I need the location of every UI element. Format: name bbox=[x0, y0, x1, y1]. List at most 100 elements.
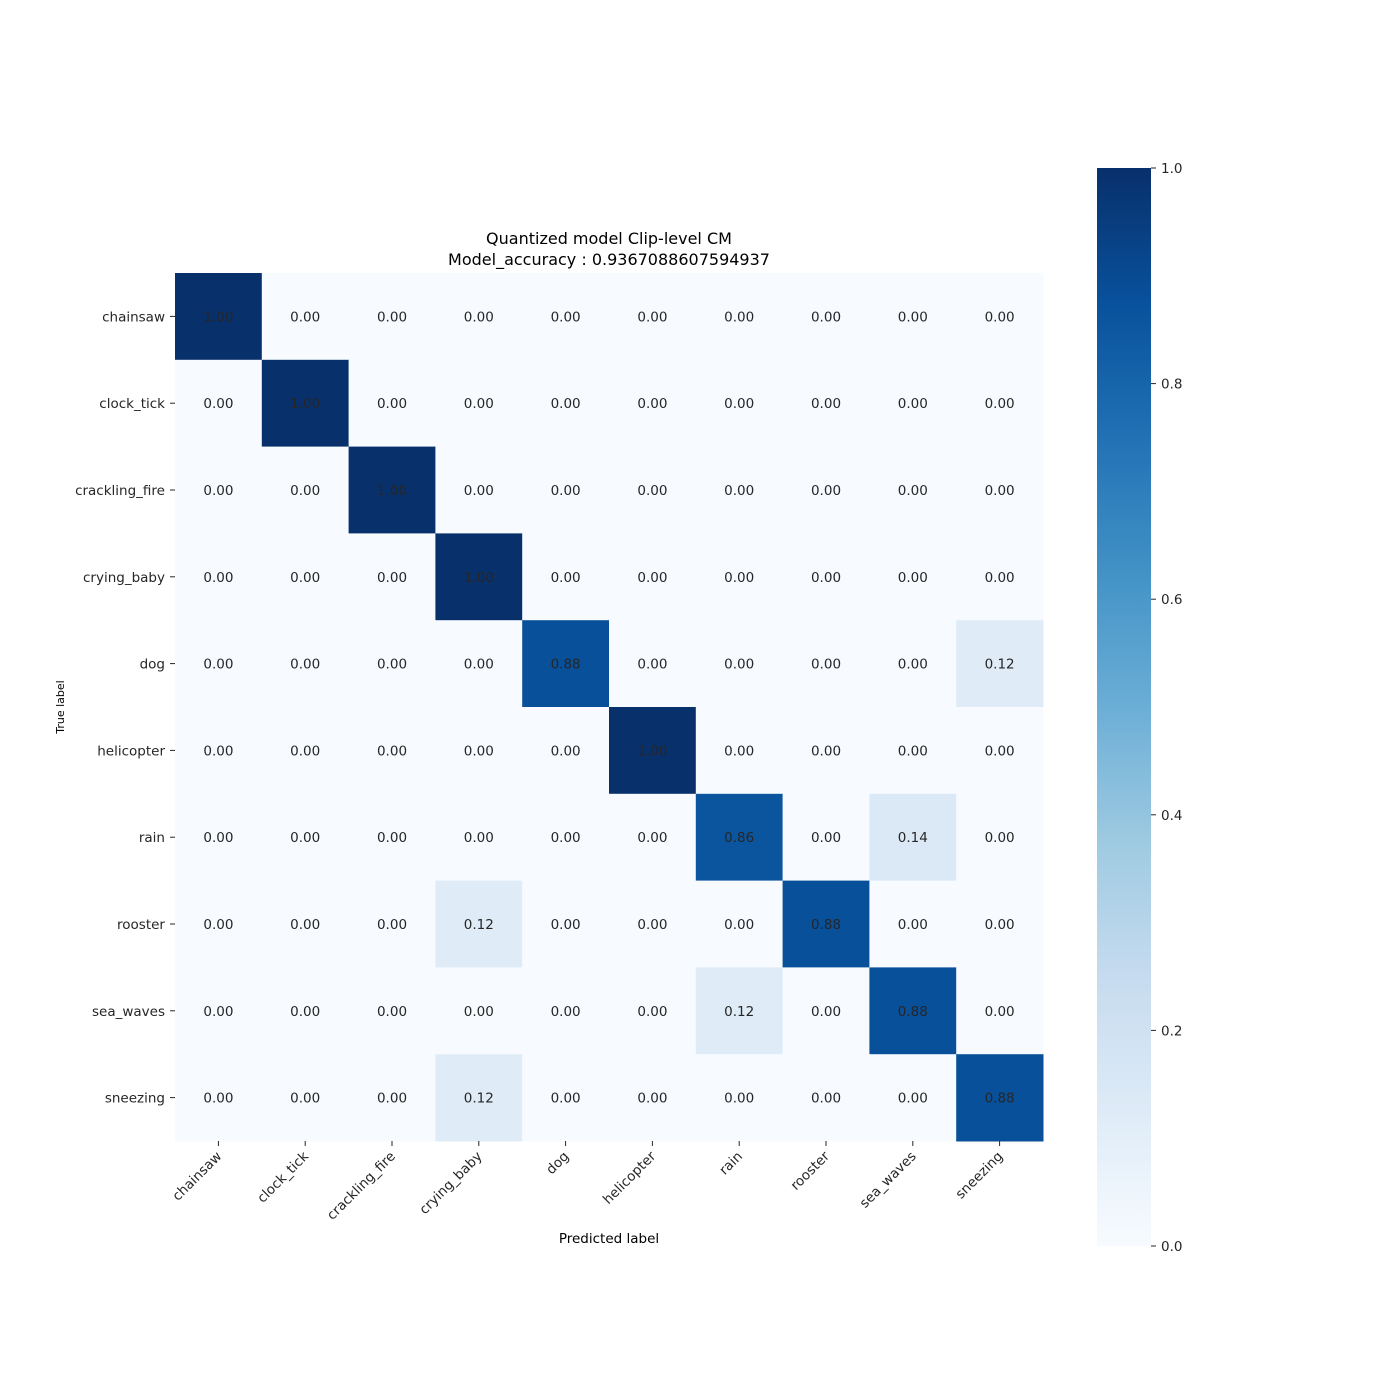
heatmap-cell bbox=[869, 446, 957, 534]
x-tick-label: clock_tick bbox=[254, 1148, 312, 1206]
heatmap-cell-value: 0.00 bbox=[637, 483, 667, 499]
heatmap-cell bbox=[261, 967, 350, 1055]
y-tick-label: chainsaw bbox=[102, 309, 165, 325]
heatmap-cell-value: 0.00 bbox=[290, 743, 320, 759]
heatmap-cell bbox=[609, 967, 697, 1055]
heatmap-cell bbox=[782, 967, 870, 1055]
x-tick-label: sea_waves bbox=[857, 1149, 920, 1212]
heatmap-cell bbox=[435, 446, 523, 534]
heatmap-cell bbox=[522, 446, 610, 534]
heatmap-cell bbox=[261, 880, 350, 968]
heatmap-cell-value: 0.00 bbox=[551, 483, 581, 499]
heatmap-cell-value: 0.00 bbox=[203, 1004, 233, 1020]
chart-title-line2: Model_accuracy : 0.9367088607594937 bbox=[448, 250, 770, 270]
colorbar-gradient bbox=[1097, 168, 1151, 1246]
heatmap-cell bbox=[261, 273, 350, 361]
heatmap-cell-value: 0.00 bbox=[985, 743, 1015, 759]
heatmap-cell bbox=[956, 880, 1044, 968]
heatmap-cells bbox=[175, 273, 1044, 1142]
heatmap-cell bbox=[695, 273, 784, 361]
heatmap-cell-value: 0.00 bbox=[290, 917, 320, 933]
heatmap-cell-value: 0.14 bbox=[898, 830, 928, 846]
heatmap-cell-value: 0.00 bbox=[637, 1091, 667, 1107]
heatmap-cell-value: 0.00 bbox=[203, 917, 233, 933]
heatmap-cell-value: 0.00 bbox=[377, 830, 407, 846]
y-tick-label: crying_baby bbox=[83, 570, 165, 586]
heatmap-cell-value: 0.00 bbox=[985, 1004, 1015, 1020]
y-tick-label: rooster bbox=[117, 917, 165, 933]
heatmap-cell bbox=[782, 273, 870, 361]
heatmap-cell-value: 0.00 bbox=[203, 483, 233, 499]
heatmap-cell-value: 0.00 bbox=[637, 830, 667, 846]
heatmap-cell bbox=[782, 707, 870, 795]
heatmap-cell bbox=[956, 359, 1044, 448]
heatmap-cell bbox=[782, 793, 870, 882]
heatmap-cell-value: 0.00 bbox=[724, 396, 754, 412]
heatmap-cell-value: 0.00 bbox=[724, 483, 754, 499]
colorbar-tick-label: 0.0 bbox=[1161, 1239, 1182, 1255]
chart-title-line1: Quantized model Clip-level CM bbox=[486, 229, 732, 248]
heatmap-cell-value: 0.00 bbox=[637, 570, 667, 586]
heatmap-cell-value: 0.00 bbox=[377, 917, 407, 933]
heatmap-cell-value: 0.00 bbox=[898, 917, 928, 933]
heatmap-cell-value: 0.00 bbox=[811, 830, 841, 846]
heatmap-cell bbox=[609, 707, 697, 795]
heatmap-cell-value: 0.00 bbox=[724, 743, 754, 759]
heatmap-cell bbox=[348, 533, 436, 621]
heatmap-cell bbox=[869, 967, 957, 1055]
heatmap-cell-value: 0.00 bbox=[464, 483, 494, 499]
colorbar: 0.0 0.2 0.4 0.6 0.8 1.0 bbox=[1097, 161, 1182, 1255]
heatmap-cell bbox=[956, 967, 1044, 1055]
colorbar-tick-label: 0.6 bbox=[1161, 592, 1182, 608]
heatmap-cell bbox=[435, 1054, 523, 1142]
heatmap-cell-value: 0.00 bbox=[551, 1091, 581, 1107]
heatmap-cell-value: 0.88 bbox=[898, 1004, 928, 1020]
heatmap-cell-value: 0.88 bbox=[985, 1091, 1015, 1107]
heatmap-cell-value: 0.00 bbox=[290, 309, 320, 325]
heatmap-cell bbox=[782, 446, 870, 534]
heatmap-cell bbox=[348, 707, 436, 795]
heatmap-cell-value: 0.00 bbox=[898, 309, 928, 325]
heatmap-cell bbox=[782, 359, 870, 448]
heatmap-cell bbox=[956, 707, 1044, 795]
heatmap-cell-value: 1.00 bbox=[203, 309, 233, 325]
heatmap-cell bbox=[175, 533, 263, 621]
heatmap-cell bbox=[609, 273, 697, 361]
heatmap-cell-value: 0.00 bbox=[898, 570, 928, 586]
y-tick-label: sea_waves bbox=[92, 1004, 165, 1020]
heatmap-cell bbox=[435, 273, 523, 361]
heatmap-cell-value: 1.00 bbox=[637, 743, 667, 759]
heatmap-cell bbox=[695, 707, 784, 795]
heatmap-cell bbox=[175, 707, 263, 795]
heatmap-cell-value: 0.88 bbox=[551, 657, 581, 673]
heatmap-cell-value: 0.00 bbox=[290, 483, 320, 499]
heatmap-cell-value: 0.00 bbox=[203, 1091, 233, 1107]
heatmap-cell bbox=[348, 359, 436, 448]
heatmap-cell bbox=[869, 793, 957, 882]
heatmap-cell bbox=[869, 707, 957, 795]
heatmap-cell bbox=[869, 620, 957, 708]
heatmap-cell bbox=[695, 880, 784, 968]
heatmap-cell-value: 0.00 bbox=[811, 1004, 841, 1020]
heatmap-cell bbox=[869, 1054, 957, 1142]
heatmap-cell bbox=[956, 273, 1044, 361]
y-tick-label: crackling_fire bbox=[75, 483, 165, 499]
heatmap-cell-value: 0.00 bbox=[290, 657, 320, 673]
heatmap-cell bbox=[348, 620, 436, 708]
heatmap-cell bbox=[348, 1054, 436, 1142]
heatmap-cell bbox=[695, 533, 784, 621]
heatmap-cell-value: 0.00 bbox=[377, 657, 407, 673]
heatmap-cell-value: 1.00 bbox=[377, 483, 407, 499]
heatmap-cell-value: 0.00 bbox=[290, 1004, 320, 1020]
colorbar-tick-label: 0.2 bbox=[1161, 1023, 1182, 1039]
x-tick-label: rooster bbox=[788, 1148, 834, 1194]
heatmap-cell bbox=[522, 1054, 610, 1142]
heatmap-cell-value: 0.00 bbox=[898, 657, 928, 673]
x-tick-label: crackling_fire bbox=[324, 1149, 399, 1224]
heatmap-cell bbox=[956, 533, 1044, 621]
heatmap-cell-value: 0.00 bbox=[203, 657, 233, 673]
heatmap-cell bbox=[348, 880, 436, 968]
y-tick-label: dog bbox=[140, 657, 165, 673]
heatmap-cell bbox=[609, 1054, 697, 1142]
